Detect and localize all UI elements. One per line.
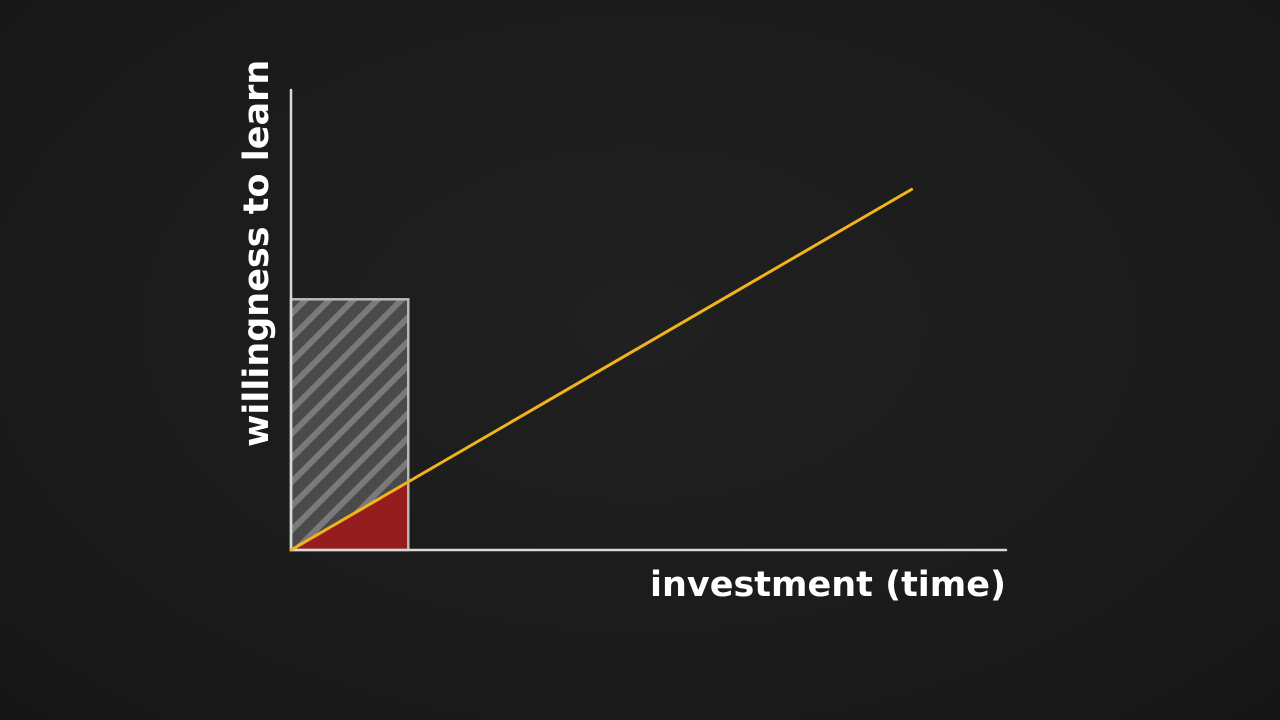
x-axis-title: investment (time) [650,565,1006,605]
series-line [289,187,914,552]
plot-area [289,88,1008,552]
y-axis-title: willingness to learn [237,60,277,447]
